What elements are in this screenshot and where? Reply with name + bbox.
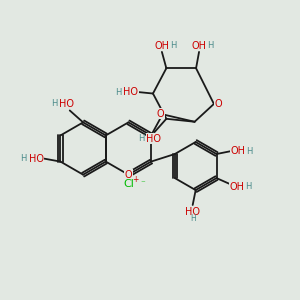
Text: HO: HO [28,154,44,164]
Text: H: H [207,41,214,50]
Text: H: H [170,41,176,50]
Text: HO: HO [59,99,74,109]
Text: OH: OH [229,182,244,192]
Text: H: H [138,134,145,143]
Text: H: H [51,99,58,108]
Text: H: H [20,154,27,163]
Text: HO: HO [123,87,138,97]
Text: Cl: Cl [124,179,135,189]
Text: OH: OH [191,41,206,51]
Text: OH: OH [230,146,245,156]
Text: O: O [124,170,132,180]
Text: H: H [190,214,196,224]
Text: O: O [214,99,222,109]
Text: H: H [245,182,251,191]
Text: H: H [246,146,252,155]
Text: OH: OH [154,41,169,51]
Text: +: + [132,175,138,184]
Text: ⁻: ⁻ [140,180,145,189]
Text: HO: HO [185,206,200,217]
Text: HO: HO [146,134,161,144]
Text: O: O [157,109,164,119]
Text: H: H [115,88,122,97]
